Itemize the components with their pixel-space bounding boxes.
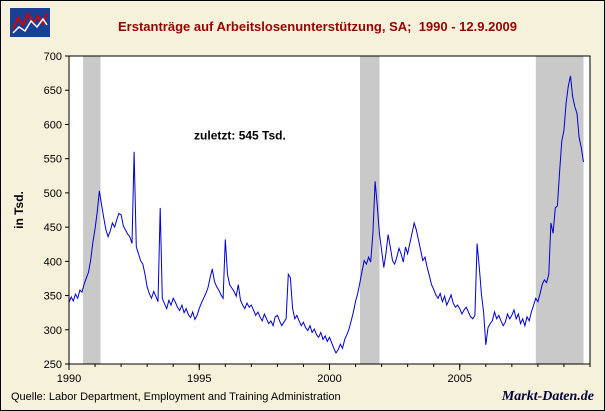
source-text: Quelle: Labor Department, Employment and… bbox=[11, 391, 341, 403]
plot-area bbox=[69, 56, 590, 364]
latest-value-annotation: zuletzt: 545 Tsd. bbox=[194, 129, 286, 143]
y-tick-label: 250 bbox=[44, 359, 62, 371]
brand-watermark: Markt-Daten.de bbox=[501, 389, 594, 404]
y-tick-label: 550 bbox=[44, 154, 62, 166]
logo-graphic bbox=[10, 8, 50, 37]
plot-border bbox=[68, 55, 591, 365]
recession-band bbox=[83, 56, 101, 364]
x-tick-label: 2005 bbox=[448, 373, 472, 385]
recession-band bbox=[359, 56, 380, 364]
recession-band bbox=[535, 56, 584, 364]
y-tick-label: 700 bbox=[44, 51, 62, 63]
chart-title: Erstanträge auf Arbeitslosenunterstützun… bbox=[117, 19, 518, 34]
y-tick-label: 600 bbox=[44, 119, 62, 131]
y-tick-label: 350 bbox=[44, 291, 62, 303]
y-tick-label: 300 bbox=[44, 325, 62, 337]
y-tick-label: 450 bbox=[44, 222, 62, 234]
markt-daten-logo-icon bbox=[10, 8, 50, 42]
x-tick-label: 2000 bbox=[317, 373, 341, 385]
x-tick-label: 1995 bbox=[187, 373, 211, 385]
claims-line bbox=[68, 75, 584, 355]
x-tick-label: 1990 bbox=[57, 373, 81, 385]
y-tick-label: 500 bbox=[44, 188, 62, 200]
y-tick-label: 650 bbox=[44, 85, 62, 97]
y-tick-label: 400 bbox=[44, 256, 62, 268]
